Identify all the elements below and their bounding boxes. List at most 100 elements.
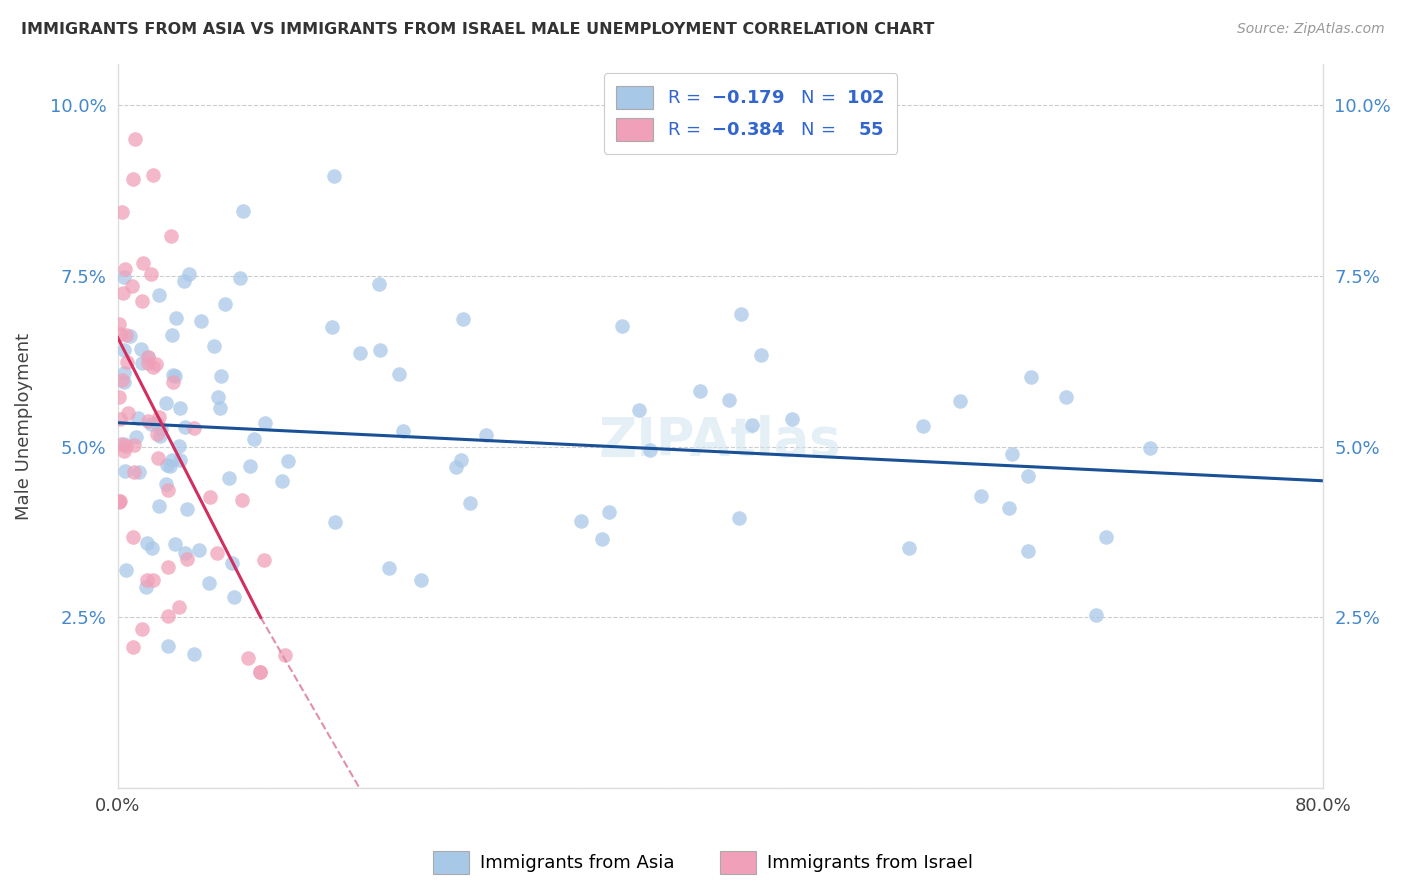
Point bbox=[627, 403, 650, 417]
Point bbox=[176, 502, 198, 516]
Point bbox=[236, 651, 259, 665]
Point bbox=[689, 384, 711, 399]
Point bbox=[136, 351, 159, 365]
Point bbox=[1139, 442, 1161, 456]
Point bbox=[108, 411, 131, 425]
Point bbox=[190, 314, 212, 328]
Point bbox=[451, 311, 474, 326]
Point bbox=[730, 307, 752, 321]
Point bbox=[112, 343, 135, 357]
Point bbox=[228, 271, 250, 285]
Point bbox=[173, 420, 195, 434]
Point bbox=[183, 647, 205, 661]
Point bbox=[209, 368, 232, 383]
Point bbox=[207, 390, 229, 404]
Point bbox=[159, 459, 181, 474]
Point bbox=[1084, 607, 1107, 622]
Point bbox=[160, 452, 183, 467]
Point bbox=[115, 355, 138, 369]
Point bbox=[1094, 530, 1116, 544]
Point bbox=[912, 419, 935, 434]
Point bbox=[108, 317, 131, 331]
Point bbox=[148, 410, 170, 425]
Point bbox=[112, 437, 135, 451]
Point bbox=[108, 495, 131, 509]
Point bbox=[120, 328, 142, 343]
Point bbox=[253, 553, 276, 567]
Point bbox=[205, 546, 228, 560]
Point bbox=[349, 345, 371, 359]
Point bbox=[142, 360, 165, 375]
Point bbox=[218, 471, 240, 485]
Point bbox=[271, 474, 294, 488]
Point bbox=[728, 511, 751, 525]
Legend: Immigrants from Asia, Immigrants from Israel: Immigrants from Asia, Immigrants from Is… bbox=[426, 844, 980, 881]
Point bbox=[136, 350, 159, 364]
Point bbox=[114, 327, 136, 342]
Point bbox=[139, 417, 162, 432]
Point bbox=[253, 417, 276, 431]
Point bbox=[131, 294, 153, 309]
Point bbox=[121, 279, 143, 293]
Point bbox=[110, 436, 132, 450]
Point bbox=[146, 450, 169, 465]
Point bbox=[148, 288, 170, 302]
Point bbox=[114, 464, 136, 478]
Point bbox=[898, 541, 921, 555]
Point bbox=[474, 427, 496, 442]
Point bbox=[142, 169, 165, 183]
Point bbox=[156, 560, 179, 574]
Point bbox=[155, 395, 177, 409]
Point bbox=[179, 267, 201, 281]
Point bbox=[141, 541, 163, 556]
Point bbox=[249, 665, 271, 679]
Point bbox=[136, 414, 159, 428]
Point bbox=[114, 262, 136, 277]
Point bbox=[741, 417, 763, 432]
Point bbox=[112, 443, 135, 458]
Point bbox=[214, 296, 236, 310]
Point bbox=[128, 465, 150, 479]
Point bbox=[173, 274, 195, 288]
Point bbox=[115, 563, 138, 577]
Point bbox=[197, 576, 219, 591]
Point bbox=[135, 580, 157, 594]
Point bbox=[1017, 544, 1039, 558]
Point bbox=[122, 438, 145, 452]
Point bbox=[1001, 447, 1024, 461]
Point bbox=[156, 483, 179, 498]
Point bbox=[160, 328, 183, 343]
Point bbox=[173, 546, 195, 560]
Point bbox=[112, 366, 135, 380]
Point bbox=[598, 505, 620, 519]
Point bbox=[111, 286, 134, 301]
Text: Source: ZipAtlas.com: Source: ZipAtlas.com bbox=[1237, 22, 1385, 37]
Point bbox=[124, 430, 146, 444]
Point bbox=[169, 599, 191, 614]
Point bbox=[165, 311, 187, 326]
Point bbox=[323, 169, 346, 184]
Point bbox=[149, 422, 172, 436]
Point bbox=[124, 132, 146, 146]
Legend: R =  $\mathbf{-0.179}$   N =  $\mathbf{102}$, R =  $\mathbf{-0.384}$   N =    $\: R = $\mathbf{-0.179}$ N = $\mathbf{102}$… bbox=[603, 73, 897, 153]
Point bbox=[121, 640, 143, 655]
Point bbox=[450, 453, 472, 467]
Point bbox=[274, 648, 297, 662]
Point bbox=[222, 590, 245, 604]
Point bbox=[160, 228, 183, 243]
Point bbox=[458, 495, 481, 509]
Point bbox=[146, 427, 169, 442]
Point bbox=[136, 573, 159, 587]
Point bbox=[112, 269, 135, 284]
Point bbox=[167, 439, 190, 453]
Point bbox=[149, 429, 172, 443]
Point bbox=[169, 452, 191, 467]
Point bbox=[970, 489, 993, 503]
Point bbox=[232, 203, 254, 218]
Point bbox=[156, 458, 179, 472]
Point bbox=[949, 393, 972, 408]
Point bbox=[132, 256, 155, 270]
Point bbox=[108, 494, 131, 508]
Point bbox=[142, 573, 165, 587]
Text: IMMIGRANTS FROM ASIA VS IMMIGRANTS FROM ISRAEL MALE UNEMPLOYMENT CORRELATION CHA: IMMIGRANTS FROM ASIA VS IMMIGRANTS FROM … bbox=[21, 22, 935, 37]
